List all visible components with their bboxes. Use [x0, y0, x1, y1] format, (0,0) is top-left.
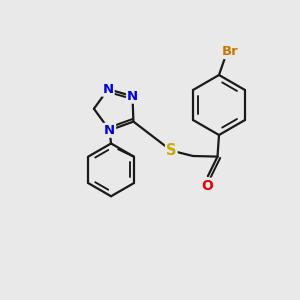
Text: Br: Br	[222, 45, 239, 58]
Text: N: N	[104, 124, 115, 137]
Text: N: N	[103, 83, 114, 96]
Text: N: N	[127, 90, 138, 103]
Text: S: S	[166, 143, 176, 158]
Text: O: O	[201, 179, 213, 193]
